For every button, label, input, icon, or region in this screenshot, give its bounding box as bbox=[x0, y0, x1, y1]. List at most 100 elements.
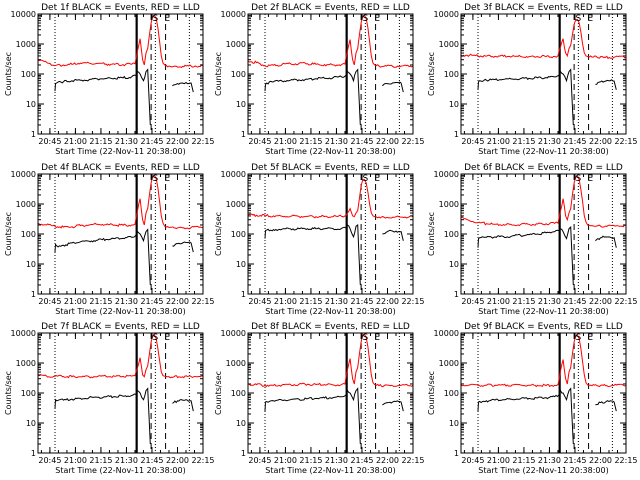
x-tick-label: 21:00 bbox=[487, 137, 510, 146]
x-axis-label: Start Time (22-Nov-11 20:38:00) bbox=[55, 307, 185, 316]
marker-s: S bbox=[576, 174, 582, 184]
x-tick-label: 21:15 bbox=[89, 297, 112, 306]
x-tick-label: 21:15 bbox=[299, 137, 322, 146]
plot-frame bbox=[460, 13, 627, 135]
y-tick-label: 10000 bbox=[434, 170, 459, 179]
x-tick-label: 22:00 bbox=[376, 456, 399, 465]
x-axis-label: Start Time (22-Nov-11 20:38:00) bbox=[265, 466, 395, 475]
lld-series-line bbox=[460, 19, 627, 60]
x-tick-label: 21:00 bbox=[487, 297, 510, 306]
y-tick-label: 100 bbox=[444, 70, 459, 79]
plot-frame bbox=[247, 332, 414, 454]
panel-6: Det 6f BLACK = Events, RED = LLD 1 10 100 10… bbox=[427, 163, 638, 316]
y-axis-label: Counts/sec bbox=[427, 212, 436, 256]
x-tick-label: 21:15 bbox=[89, 456, 112, 465]
x-axis-label: Start Time (22-Nov-11 20:38:00) bbox=[55, 466, 185, 475]
y-tick-label: 100 bbox=[21, 230, 36, 239]
lld-series-line bbox=[37, 174, 204, 230]
y-axis-label: Counts/sec bbox=[427, 52, 436, 96]
x-tick-label: 20:45 bbox=[38, 297, 61, 306]
y-tick-label: 100 bbox=[21, 70, 36, 79]
x-tick-label: 21:00 bbox=[64, 297, 87, 306]
x-tick-label: 21:15 bbox=[512, 456, 535, 465]
y-tick-label: 10 bbox=[26, 100, 36, 109]
panel-8: Det 8f BLACK = Events, RED = LLD 1 10 100 10… bbox=[214, 322, 425, 475]
marker-e: E bbox=[374, 14, 380, 24]
y-tick-label: 10 bbox=[26, 419, 36, 428]
x-tick-label: 21:30 bbox=[115, 297, 138, 306]
y-tick-label: 10000 bbox=[434, 329, 459, 338]
y-tick-label: 1000 bbox=[439, 359, 459, 368]
y-tick-label: 1 bbox=[241, 290, 246, 299]
panel-title: Det 3f BLACK = Events, RED = LLD bbox=[464, 3, 623, 13]
marker-s: S bbox=[363, 174, 369, 184]
panel-title: Det 1f BLACK = Events, RED = LLD bbox=[41, 3, 200, 13]
x-tick-label: 21:30 bbox=[115, 137, 138, 146]
y-tick-label: 1000 bbox=[226, 359, 246, 368]
y-axis-label: Counts/sec bbox=[214, 371, 223, 415]
y-axis-label: Counts/sec bbox=[214, 52, 223, 96]
x-tick-label: 20:45 bbox=[248, 137, 271, 146]
lld-series-line bbox=[247, 14, 414, 68]
x-tick-label: 22:15 bbox=[614, 137, 637, 146]
x-tick-label: 21:15 bbox=[299, 297, 322, 306]
y-tick-label: 1000 bbox=[16, 200, 36, 209]
x-tick-label: 21:00 bbox=[487, 456, 510, 465]
y-tick-label: 10 bbox=[449, 100, 459, 109]
y-tick-label: 10000 bbox=[221, 10, 246, 19]
panel-title: Det 2f BLACK = Events, RED = LLD bbox=[251, 3, 410, 13]
marker-s: S bbox=[363, 14, 369, 24]
y-tick-label: 1 bbox=[241, 130, 246, 139]
lld-series-line bbox=[37, 14, 204, 69]
panel-title: Det 9f BLACK = Events, RED = LLD bbox=[464, 322, 623, 332]
y-tick-label: 1 bbox=[454, 130, 459, 139]
panel-4: Det 4f BLACK = Events, RED = LLD 1 10 100 10… bbox=[4, 163, 215, 316]
y-tick-label: 10000 bbox=[221, 170, 246, 179]
x-tick-label: 20:45 bbox=[248, 456, 271, 465]
y-tick-label: 10 bbox=[236, 100, 246, 109]
plot-frame bbox=[37, 173, 204, 295]
marker-e: E bbox=[587, 14, 593, 24]
panel-2: Det 2f BLACK = Events, RED = LLD 1 10 100 10… bbox=[214, 3, 425, 156]
y-tick-label: 1 bbox=[31, 130, 36, 139]
y-tick-label: 10000 bbox=[434, 10, 459, 19]
marker-e: E bbox=[164, 174, 170, 184]
x-tick-label: 20:45 bbox=[461, 297, 484, 306]
events-series-line bbox=[54, 387, 194, 445]
x-tick-label: 21:30 bbox=[538, 456, 561, 465]
y-tick-label: 1 bbox=[31, 290, 36, 299]
y-tick-label: 10 bbox=[449, 419, 459, 428]
panel-title: Det 8f BLACK = Events, RED = LLD bbox=[251, 322, 410, 332]
marker-e: E bbox=[374, 333, 380, 343]
y-tick-label: 100 bbox=[231, 70, 246, 79]
x-tick-label: 21:30 bbox=[538, 137, 561, 146]
lld-series-line bbox=[247, 333, 414, 388]
x-tick-label: 21:00 bbox=[274, 297, 297, 306]
events-series-line bbox=[477, 387, 617, 445]
y-tick-label: 100 bbox=[444, 230, 459, 239]
y-tick-label: 10000 bbox=[11, 170, 36, 179]
y-axis-label: Counts/sec bbox=[4, 212, 13, 256]
x-tick-label: 21:00 bbox=[64, 137, 87, 146]
x-tick-label: 21:15 bbox=[299, 456, 322, 465]
marker-e: E bbox=[164, 333, 170, 343]
y-tick-label: 10000 bbox=[11, 10, 36, 19]
plot-frame bbox=[460, 332, 627, 454]
x-axis-label: Start Time (22-Nov-11 20:38:00) bbox=[265, 307, 395, 316]
x-tick-label: 22:15 bbox=[401, 456, 424, 465]
lld-series-line bbox=[247, 179, 414, 219]
x-tick-label: 21:45 bbox=[563, 297, 586, 306]
x-tick-label: 22:15 bbox=[614, 456, 637, 465]
x-tick-label: 21:30 bbox=[538, 297, 561, 306]
x-tick-label: 22:15 bbox=[191, 297, 214, 306]
x-tick-label: 21:30 bbox=[325, 456, 348, 465]
panel-title: Det 7f BLACK = Events, RED = LLD bbox=[41, 322, 200, 332]
y-tick-label: 1000 bbox=[439, 40, 459, 49]
y-tick-label: 1 bbox=[454, 290, 459, 299]
x-tick-label: 22:15 bbox=[191, 456, 214, 465]
y-tick-label: 10 bbox=[26, 260, 36, 269]
events-series-line bbox=[54, 68, 194, 126]
y-tick-label: 10000 bbox=[11, 329, 36, 338]
y-tick-label: 1 bbox=[31, 449, 36, 458]
